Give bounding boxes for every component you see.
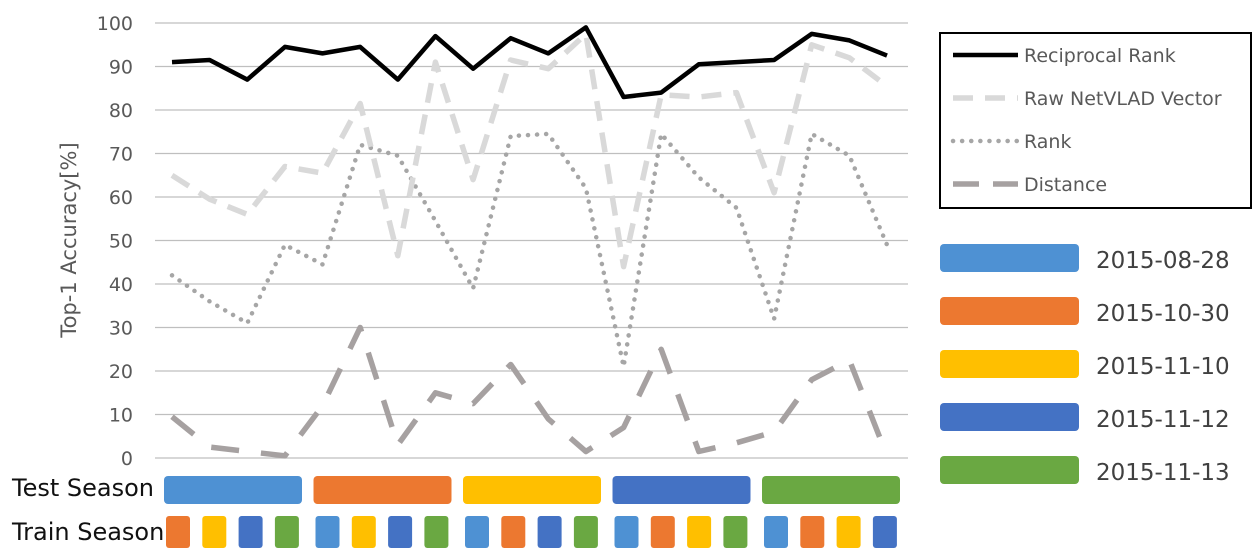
train-season-block bbox=[274, 516, 299, 548]
season-swatch bbox=[940, 403, 1079, 431]
series-line-raw-netvlad-vector bbox=[170, 31, 889, 270]
legend-label: Reciprocal Rank bbox=[1024, 45, 1176, 67]
y-tick-label: 20 bbox=[109, 361, 133, 383]
y-tick-label: 10 bbox=[109, 405, 133, 427]
train-season-block bbox=[872, 516, 897, 548]
train-season-block bbox=[537, 516, 562, 548]
y-tick-label: 40 bbox=[109, 274, 133, 296]
season-date-label: 2015-08-28 bbox=[1096, 248, 1230, 274]
train-season-block bbox=[315, 516, 340, 548]
train-season-block bbox=[800, 516, 825, 548]
season-date-label: 2015-11-13 bbox=[1096, 460, 1230, 486]
train-season-block bbox=[573, 516, 598, 548]
train-season-block bbox=[650, 516, 675, 548]
y-axis-ticks: 0 10 20 30 40 50 60 70 80 90 100 bbox=[97, 13, 133, 470]
train-season-block bbox=[501, 516, 526, 548]
season-date-label: 2015-10-30 bbox=[1096, 301, 1230, 327]
series-line-reciprocal-rank bbox=[171, 25, 888, 100]
y-tick-label: 50 bbox=[109, 231, 133, 253]
y-tick-label: 100 bbox=[97, 13, 133, 35]
train-season-label: Train Season bbox=[11, 518, 164, 546]
train-season-block bbox=[723, 516, 748, 548]
series-lines bbox=[169, 25, 890, 459]
test-season-block bbox=[762, 476, 900, 504]
legend-label: Rank bbox=[1024, 131, 1071, 153]
y-tick-label: 30 bbox=[109, 318, 133, 340]
y-tick-label: 0 bbox=[121, 448, 133, 470]
train-season-block bbox=[351, 516, 376, 548]
train-season-block bbox=[202, 516, 227, 548]
y-tick-label: 80 bbox=[109, 100, 133, 122]
season-legend: 2015-08-28 2015-10-30 2015-11-10 2015-11-12… bbox=[940, 244, 1230, 486]
train-season-block bbox=[614, 516, 639, 548]
y-tick-label: 90 bbox=[109, 57, 133, 79]
train-season-block bbox=[424, 516, 449, 548]
train-season-block bbox=[687, 516, 712, 548]
grid-lines bbox=[155, 22, 908, 459]
train-season-block bbox=[764, 516, 788, 548]
y-axis-label: Top-1 Accuracy[%] bbox=[57, 142, 81, 338]
test-season-block bbox=[612, 476, 751, 504]
legend-label: Distance bbox=[1024, 174, 1107, 196]
y-tick-label: 60 bbox=[109, 187, 133, 209]
season-swatch bbox=[940, 350, 1079, 378]
series-line-rank bbox=[169, 131, 890, 369]
series-line-distance bbox=[170, 324, 890, 459]
train-season-row bbox=[166, 516, 897, 548]
test-season-row bbox=[164, 476, 900, 504]
train-season-block bbox=[238, 516, 263, 548]
season-date-label: 2015-11-10 bbox=[1096, 354, 1230, 380]
test-season-label: Test Season bbox=[11, 474, 154, 502]
season-date-label: 2015-11-12 bbox=[1096, 407, 1230, 433]
season-swatch bbox=[940, 456, 1079, 484]
legend-box bbox=[939, 32, 1252, 209]
legend: Reciprocal Rank Raw NetVLAD Vector Rank Dis… bbox=[939, 32, 1252, 209]
test-season-block bbox=[164, 476, 302, 504]
train-season-block bbox=[388, 516, 413, 548]
test-season-block bbox=[463, 476, 601, 504]
y-tick-label: 70 bbox=[109, 144, 133, 166]
train-season-block bbox=[166, 516, 190, 548]
season-swatch bbox=[940, 297, 1079, 325]
season-swatch bbox=[940, 244, 1079, 272]
legend-label: Raw NetVLAD Vector bbox=[1024, 88, 1222, 110]
train-season-block bbox=[465, 516, 489, 548]
test-season-block bbox=[313, 476, 452, 504]
train-season-block bbox=[836, 516, 861, 548]
